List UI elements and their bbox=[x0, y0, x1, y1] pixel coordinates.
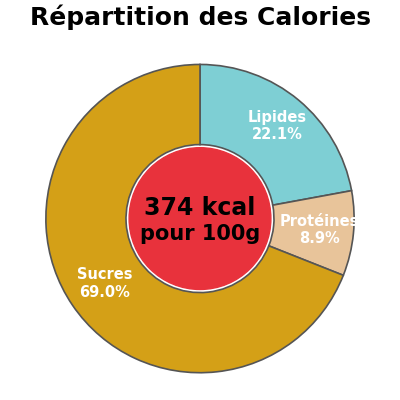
Text: Lipides
22.1%: Lipides 22.1% bbox=[247, 110, 306, 142]
Title: Répartition des Calories: Répartition des Calories bbox=[30, 4, 370, 30]
Wedge shape bbox=[46, 64, 343, 373]
Circle shape bbox=[129, 148, 271, 290]
Wedge shape bbox=[200, 64, 352, 205]
Text: Protéines
8.9%: Protéines 8.9% bbox=[280, 214, 359, 246]
Text: pour 100g: pour 100g bbox=[140, 224, 260, 244]
Wedge shape bbox=[269, 191, 354, 275]
Text: 374 kcal: 374 kcal bbox=[144, 196, 256, 220]
Text: Sucres
69.0%: Sucres 69.0% bbox=[77, 267, 132, 300]
